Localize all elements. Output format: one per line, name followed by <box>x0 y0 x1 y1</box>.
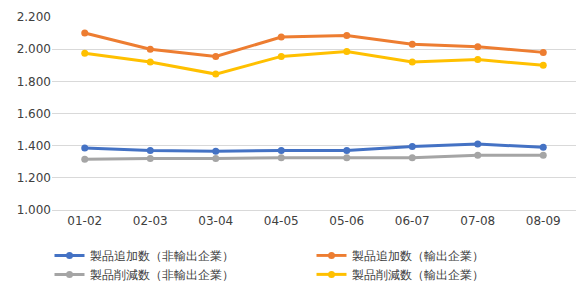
svg-text:1.600: 1.600 <box>17 107 51 121</box>
svg-text:製品削減数（非輸出企業）: 製品削減数（非輸出企業） <box>90 268 234 282</box>
svg-text:1.800: 1.800 <box>17 75 51 89</box>
svg-text:製品追加数（輸出企業）: 製品追加数（輸出企業） <box>352 249 484 263</box>
svg-text:01-02: 01-02 <box>67 214 102 228</box>
svg-text:製品削減数（輸出企業）: 製品削減数（輸出企業） <box>352 268 484 282</box>
svg-text:07-08: 07-08 <box>460 214 495 228</box>
svg-text:02-03: 02-03 <box>133 214 168 228</box>
svg-text:1.000: 1.000 <box>17 203 51 217</box>
svg-text:06-07: 06-07 <box>395 214 430 228</box>
svg-text:03-04: 03-04 <box>198 214 233 228</box>
svg-text:1.200: 1.200 <box>17 171 51 185</box>
svg-text:05-06: 05-06 <box>329 214 364 228</box>
svg-text:製品追加数（非輸出企業）: 製品追加数（非輸出企業） <box>90 249 234 263</box>
svg-text:2.000: 2.000 <box>17 42 51 56</box>
svg-text:04-05: 04-05 <box>264 214 299 228</box>
svg-text:1.400: 1.400 <box>17 139 51 153</box>
svg-text:2.200: 2.200 <box>17 10 51 24</box>
svg-text:08-09: 08-09 <box>526 214 561 228</box>
